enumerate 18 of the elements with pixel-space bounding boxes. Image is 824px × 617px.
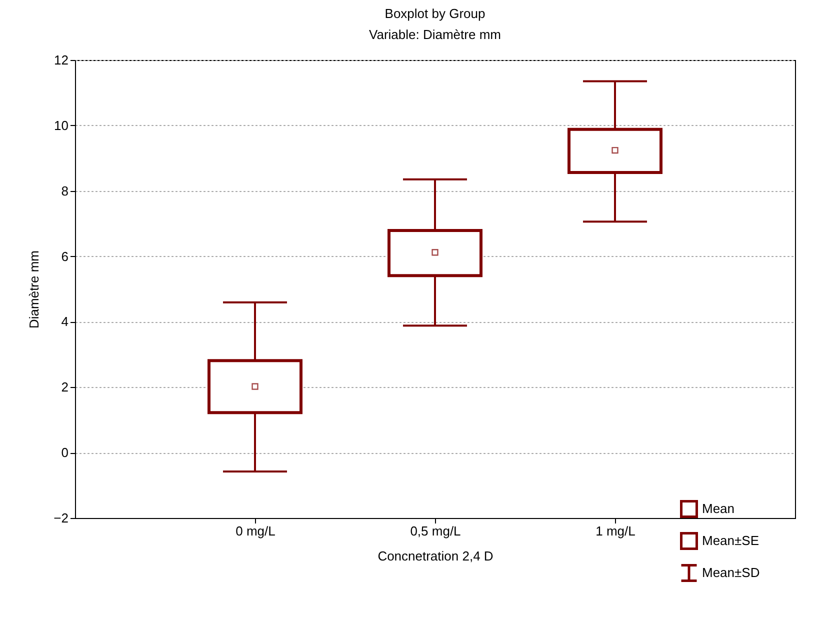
y-tick-label: 10 <box>54 118 68 133</box>
x-tick-label: 0,5 mg/L <box>410 524 461 538</box>
chart-title: Boxplot by Group <box>384 6 486 21</box>
text: Mean±SE <box>702 533 760 548</box>
text: Mean±SD <box>702 565 760 580</box>
y-axis-title: Diamètre mm <box>26 250 42 329</box>
annotation: Mean <box>702 501 735 516</box>
y-tick-label: 8 <box>61 183 68 198</box>
y-tick-label: 12 <box>54 52 68 68</box>
x-tick-label: 1 mg/L <box>596 524 636 538</box>
y-tick-label: −2 <box>54 510 68 526</box>
y-tick-label: 0 <box>61 445 68 460</box>
x-tick-label: 0 mg/L <box>236 524 276 538</box>
y-tick-label: 6 <box>61 248 68 264</box>
x-axis-title: Concnetration 2,4 D <box>378 548 494 564</box>
y-tick-label: 4 <box>61 314 68 330</box>
chart-subtitle: Variable: Diamètre mm <box>369 27 501 42</box>
y-tick-label: 2 <box>61 380 68 395</box>
